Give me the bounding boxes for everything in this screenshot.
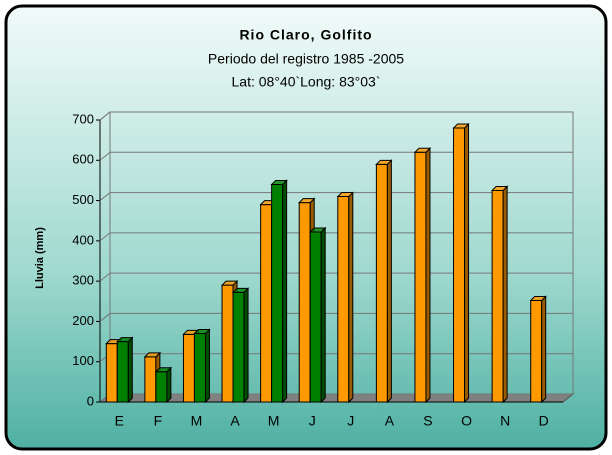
x-tick-label: M (191, 413, 203, 429)
bar-face (154, 367, 173, 373)
bar (529, 295, 547, 404)
bar-face (452, 123, 470, 129)
chart-title: Rio Claro, Golfito (239, 27, 372, 43)
bar-face (116, 341, 129, 403)
bar-face (143, 352, 162, 358)
bar (309, 226, 327, 404)
y-tick-label: 400 (72, 232, 94, 247)
bar (193, 328, 211, 404)
bar-face (337, 196, 350, 403)
bar (116, 336, 134, 404)
grid-line (99, 111, 573, 121)
bar-face (309, 231, 322, 403)
bar (452, 122, 470, 404)
y-tick-label: 300 (72, 273, 94, 288)
bar-face (414, 151, 427, 403)
bar-face (491, 190, 504, 403)
y-tick-label: 0 (87, 393, 94, 408)
bar-face (144, 356, 157, 403)
y-tick-label: 200 (72, 313, 94, 328)
x-tick-label: J (347, 413, 354, 429)
bar-face (298, 202, 311, 403)
bar-face (221, 284, 234, 403)
y-tick-label: 700 (72, 111, 94, 126)
chart-subtitle: Periodo del registro 1985 -2005 (208, 51, 404, 67)
bar-face (309, 227, 327, 233)
bar-face (541, 295, 547, 404)
y-tick-label: 500 (72, 192, 94, 207)
bar-face (413, 147, 432, 153)
bar-face (204, 328, 210, 404)
bar-face (530, 299, 543, 403)
x-tick-label: A (385, 413, 395, 429)
bar-face (155, 371, 168, 403)
x-tick-label: D (539, 413, 549, 429)
x-tick-label: S (423, 413, 432, 429)
bar (154, 366, 173, 404)
bar-face (375, 163, 388, 403)
bar-face (348, 191, 354, 404)
bar (336, 191, 354, 404)
bar (413, 147, 432, 404)
x-tick-label: E (115, 413, 124, 429)
bar-face (282, 179, 288, 404)
y-tick-label: 600 (72, 152, 94, 167)
bar-face (320, 226, 326, 404)
bar-face (220, 280, 239, 286)
bar-face (298, 198, 316, 204)
bar-face (193, 333, 206, 403)
x-tick-label: J (309, 413, 316, 429)
y-axis-label: Lluvia (mm) (34, 227, 46, 289)
bar-face (270, 179, 288, 185)
bar-face (232, 291, 245, 403)
x-tick-label: A (230, 413, 240, 429)
x-tick-label: N (500, 413, 510, 429)
y-tick-label: 100 (72, 353, 94, 368)
bar-face (386, 159, 392, 404)
bar-face (182, 333, 195, 403)
x-tick-label: F (154, 413, 163, 429)
bar-face (425, 147, 431, 404)
bar-face (529, 295, 547, 301)
bar-face (453, 127, 466, 403)
bar-face (127, 336, 133, 404)
bar-face (336, 192, 354, 198)
chart-subtitle: Lat: 08°40`Long: 83°03` (232, 74, 381, 90)
bar-face (231, 287, 250, 293)
x-tick-label: M (268, 413, 280, 429)
bar (490, 185, 509, 404)
bar-face (271, 183, 284, 403)
x-tick-label: O (461, 413, 472, 429)
bar (231, 287, 250, 404)
bar-face (243, 287, 249, 404)
bar-face (166, 366, 172, 404)
bar-face (502, 185, 508, 404)
bar-face (375, 159, 393, 165)
bar (375, 159, 393, 404)
bar-face (193, 329, 211, 335)
bar-face (490, 186, 509, 191)
bar-face (464, 122, 470, 404)
bar-face (105, 343, 118, 403)
bar (270, 179, 288, 404)
bar-face (260, 204, 273, 403)
bar-face (116, 337, 134, 343)
